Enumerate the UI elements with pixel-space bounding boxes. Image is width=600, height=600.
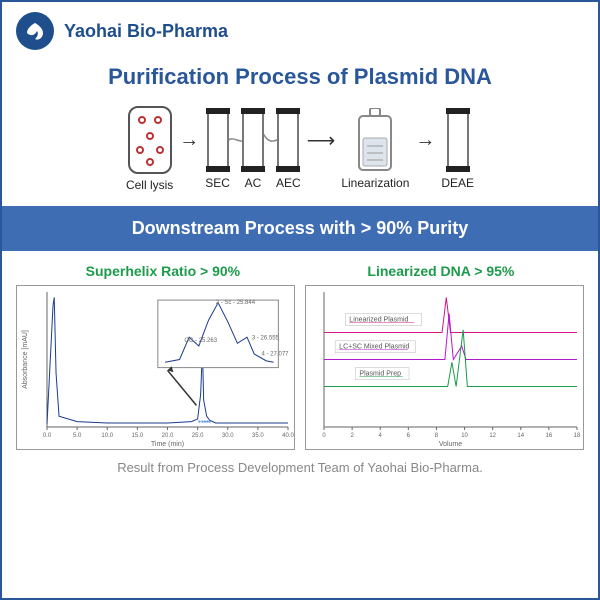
step-label: Linearization — [341, 176, 409, 190]
metric-superhelix: Superhelix Ratio > 90% — [86, 263, 240, 279]
step-label: AEC — [276, 176, 301, 190]
company-name: Yaohai Bio-Pharma — [64, 21, 228, 42]
svg-text:10.0: 10.0 — [101, 433, 113, 439]
step-deae: DEAE — [441, 108, 474, 190]
svg-text:20.0: 20.0 — [162, 433, 174, 439]
svg-text:4 - 27.077: 4 - 27.077 — [261, 351, 289, 357]
charts-row: 0.0 5.0 10.0 15.0 20.0 25.0 30.0 35.0 40.0 Time (… — [2, 285, 598, 450]
step-label: SEC — [205, 176, 230, 190]
svg-text:15.0: 15.0 — [132, 433, 144, 439]
linearized-dna-chart: 024681012141618VolumeLinearized PlasmidL… — [305, 285, 584, 450]
metric-linearized: Linearized DNA > 95% — [367, 263, 514, 279]
svg-text:10: 10 — [461, 433, 468, 439]
metrics-row: Superhelix Ratio > 90% Linearized DNA > … — [2, 263, 598, 279]
process-flow: Cell lysis → SEC AC AEC ⟶ — [2, 106, 598, 192]
purity-banner: Downstream Process with > 90% Purity — [2, 206, 598, 251]
flask-icon — [353, 108, 397, 172]
header: Yaohai Bio-Pharma — [2, 2, 598, 56]
svg-text:0.0: 0.0 — [43, 433, 52, 439]
svg-text:16: 16 — [546, 433, 553, 439]
step-label: AC — [245, 176, 262, 190]
svg-text:Time (min): Time (min) — [151, 441, 184, 448]
column-icon — [207, 108, 229, 172]
step-label: Cell lysis — [126, 178, 173, 192]
step-columns: SEC AC AEC — [205, 108, 300, 190]
svg-text:35.0: 35.0 — [252, 433, 264, 439]
cell-lysis-icon — [128, 106, 172, 174]
column-icon — [447, 108, 469, 172]
footer-caption: Result from Process Development Team of … — [2, 460, 598, 475]
step-cell-lysis: Cell lysis — [126, 106, 173, 192]
svg-text:5.0: 5.0 — [73, 433, 82, 439]
company-logo-icon — [16, 12, 54, 50]
arrow-icon: → — [179, 129, 199, 170]
svg-text:25.0: 25.0 — [192, 433, 204, 439]
arrow-icon: ⟶ — [307, 128, 336, 171]
page-title: Purification Process of Plasmid DNA — [2, 64, 598, 90]
arrow-icon: → — [415, 129, 435, 170]
svg-text:Absorbance [mAU]: Absorbance [mAU] — [22, 330, 29, 389]
svg-text:14: 14 — [517, 433, 524, 439]
svg-text:2 - Sc - 25.844: 2 - Sc - 25.844 — [216, 300, 256, 306]
svg-text:12: 12 — [489, 433, 496, 439]
step-linearization: Linearization — [341, 108, 409, 190]
svg-text:40.0: 40.0 — [282, 433, 294, 439]
column-icon — [277, 108, 299, 172]
svg-text:18: 18 — [574, 433, 581, 439]
svg-text:Volume: Volume — [439, 441, 462, 448]
svg-text:OC - 25.263: OC - 25.263 — [184, 338, 217, 344]
svg-text:3 - 26.555: 3 - 26.555 — [252, 335, 280, 341]
step-label: DEAE — [441, 176, 474, 190]
column-icon — [242, 108, 264, 172]
chromatogram-chart: 0.0 5.0 10.0 15.0 20.0 25.0 30.0 35.0 40.0 Time (… — [16, 285, 295, 450]
svg-text:30.0: 30.0 — [222, 433, 234, 439]
